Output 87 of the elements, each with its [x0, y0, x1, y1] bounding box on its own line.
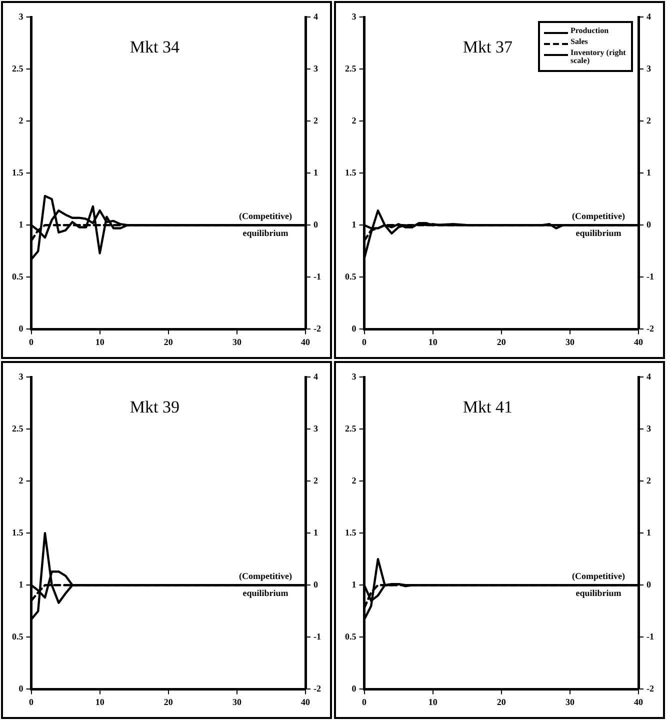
- y-tick-label: 2.5: [12, 63, 24, 74]
- y2-tick-label: -1: [314, 631, 322, 642]
- y-tick-label: 0.5: [345, 631, 357, 642]
- y2-tick-label: 3: [646, 423, 652, 434]
- y2-tick-label: -1: [646, 631, 654, 642]
- y2-tick-label: -2: [314, 324, 322, 334]
- y2-tick-label: 4: [314, 11, 319, 22]
- y2-tick-label: 2: [646, 115, 652, 126]
- y-tick-label: 2: [18, 115, 24, 126]
- y2-tick-label: 4: [646, 11, 652, 22]
- y2-tick-label: -2: [646, 324, 654, 334]
- y2-tick-label: 3: [314, 423, 319, 434]
- y-tick-label: 0.5: [12, 631, 24, 642]
- annotation: (Competitive) equilibrium: [572, 210, 625, 238]
- y-tick-label: 1: [352, 219, 357, 230]
- x-tick-label: 20: [164, 336, 174, 347]
- y2-tick-label: 1: [314, 527, 319, 538]
- x-tick-label: 10: [95, 696, 105, 707]
- y-tick-label: 0.5: [345, 271, 357, 282]
- x-tick-label: 20: [496, 336, 506, 347]
- y2-tick-label: 3: [646, 63, 652, 74]
- y2-tick-label: 0: [646, 579, 652, 590]
- y-tick-label: 1.5: [12, 167, 24, 178]
- legend-label: Inventory (right scale): [570, 48, 627, 66]
- y-tick-label: 1: [352, 579, 357, 590]
- y-tick-label: 1.5: [345, 167, 357, 178]
- y-tick-label: 1: [18, 579, 24, 590]
- y-tick-label: 2.5: [345, 63, 357, 74]
- y2-tick-label: 1: [646, 527, 652, 538]
- text: Mkt 37: [462, 38, 513, 57]
- x-tick-label: 0: [29, 336, 34, 347]
- x-tick-label: 40: [634, 696, 644, 707]
- text: Mkt 41: [462, 398, 512, 417]
- annotation: (Competitive) equilibrium: [239, 210, 292, 238]
- y2-tick-label: -2: [314, 684, 322, 694]
- annotation: (Competitive) equilibrium: [239, 570, 292, 598]
- text: Mkt 34: [130, 38, 180, 57]
- x-tick-label: 10: [428, 336, 438, 347]
- annotation: (Competitive) equilibrium: [572, 570, 625, 598]
- y2-tick-label: 1: [646, 167, 652, 178]
- x-tick-label: 40: [301, 336, 311, 347]
- y-tick-label: 3: [352, 11, 357, 22]
- x-tick-label: 30: [565, 336, 575, 347]
- y2-tick-label: 2: [314, 115, 319, 126]
- y-tick-label: 0.5: [12, 271, 24, 282]
- y-tick-label: 3: [18, 371, 24, 382]
- x-tick-label: 20: [164, 696, 174, 707]
- y-tick-label: 2.5: [345, 423, 357, 434]
- y-tick-label: 2: [352, 115, 357, 126]
- y-tick-label: 0: [18, 684, 24, 694]
- y2-tick-label: 1: [314, 167, 319, 178]
- y2-tick-label: 2: [646, 475, 652, 486]
- y2-tick-label: 2: [314, 475, 319, 486]
- x-tick-label: 10: [428, 696, 438, 707]
- x-tick-label: 10: [95, 336, 105, 347]
- x-tick-label: 20: [496, 696, 506, 707]
- y-tick-label: 3: [18, 11, 24, 22]
- y2-tick-label: -1: [314, 271, 322, 282]
- y2-tick-label: 0: [314, 579, 319, 590]
- y-tick-label: 1.5: [345, 527, 357, 538]
- x-tick-label: 30: [565, 696, 575, 707]
- y2-tick-label: 0: [646, 219, 652, 230]
- x-tick-label: 30: [232, 696, 242, 707]
- y2-tick-label: -2: [646, 684, 654, 694]
- y2-tick-label: 0: [314, 219, 319, 230]
- legend-label: Sales: [570, 36, 588, 47]
- y-tick-label: 0: [352, 684, 357, 694]
- x-tick-label: 0: [362, 696, 367, 707]
- x-tick-label: 30: [232, 336, 242, 347]
- y-tick-label: 3: [352, 371, 357, 382]
- y2-tick-label: 4: [646, 371, 652, 382]
- x-tick-label: 0: [362, 336, 367, 347]
- y-tick-label: 0: [352, 324, 357, 334]
- y-tick-label: 2: [352, 475, 357, 486]
- y-tick-label: 2: [18, 475, 24, 486]
- y-tick-label: 2.5: [12, 423, 24, 434]
- x-tick-label: 0: [29, 696, 34, 707]
- x-tick-label: 40: [301, 696, 311, 707]
- y2-tick-label: -1: [646, 271, 654, 282]
- y2-tick-label: 4: [314, 371, 319, 382]
- y2-tick-label: 3: [314, 63, 319, 74]
- legend-label: Production: [570, 26, 609, 36]
- x-tick-label: 40: [634, 336, 644, 347]
- y-tick-label: 0: [18, 324, 24, 334]
- text: Mkt 39: [130, 398, 180, 417]
- y-tick-label: 1: [18, 219, 24, 230]
- y-tick-label: 1.5: [12, 527, 24, 538]
